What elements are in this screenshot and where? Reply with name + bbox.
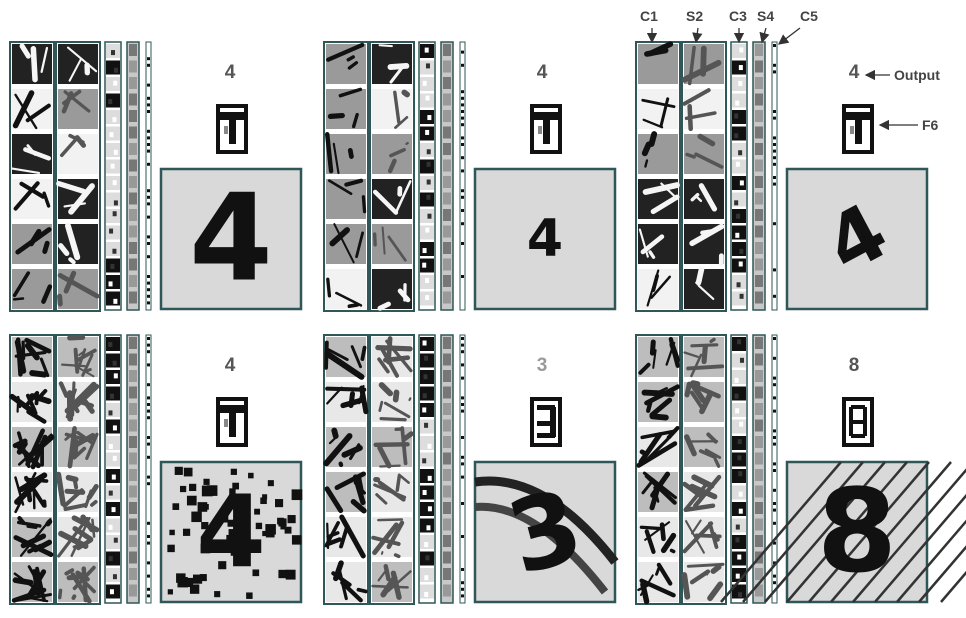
input-digit: 4 (189, 170, 273, 309)
output-digit: 4 (224, 62, 236, 83)
c1-column (9, 334, 55, 605)
feature-map-cell (372, 224, 412, 264)
input-image (785, 167, 929, 311)
input-digit: 4 (196, 474, 266, 591)
c5-label: C5 (800, 8, 818, 24)
annotation-arrow (692, 27, 703, 44)
c5-column (145, 334, 152, 604)
c1-column (635, 334, 681, 605)
c5-column (459, 334, 466, 604)
input-digit: 8 (817, 465, 897, 599)
annotation-arrow (759, 27, 770, 44)
c3-label: C3 (729, 8, 747, 24)
feature-map-cell (326, 269, 366, 309)
input-image (159, 167, 303, 311)
feature-map-cell (372, 179, 412, 219)
c5-column (145, 41, 152, 311)
layer-annotations (646, 27, 918, 131)
output-digit: 3 (536, 355, 548, 376)
output-digit: 8 (848, 355, 860, 376)
s2-column (681, 334, 727, 605)
output-digit: 4 (224, 355, 236, 376)
s2-column (369, 334, 415, 605)
s2-column (369, 41, 415, 312)
c1-label: C1 (640, 8, 658, 24)
input-image (785, 460, 929, 604)
feature-map-cell (684, 269, 724, 309)
panel-1: 4 (9, 41, 303, 312)
panel-2: 4 (323, 41, 617, 312)
panel-6: 8 (635, 334, 966, 605)
c1-column (323, 334, 369, 605)
f6-label: F6 (922, 117, 939, 133)
c1-column (323, 41, 369, 312)
c1-column (9, 41, 55, 312)
c5-column (459, 41, 466, 311)
feature-map-cell (684, 179, 724, 219)
s4-label: S4 (757, 8, 775, 24)
panel-4: 4 (9, 334, 303, 605)
output-digit: 4 (848, 62, 860, 83)
output-digit: 4 (536, 62, 548, 83)
input-digit: 4 (527, 209, 563, 269)
s2-label: S2 (686, 8, 704, 24)
s2-column (681, 41, 727, 312)
input-image (473, 167, 617, 311)
feature-map-cell (638, 89, 678, 129)
panel-5: 3 (323, 334, 619, 605)
panel-3: 4 (635, 41, 929, 312)
c1-column (635, 41, 681, 312)
annotation-arrow (777, 27, 801, 45)
output-label: Output (894, 67, 940, 83)
s2-column (55, 41, 101, 312)
